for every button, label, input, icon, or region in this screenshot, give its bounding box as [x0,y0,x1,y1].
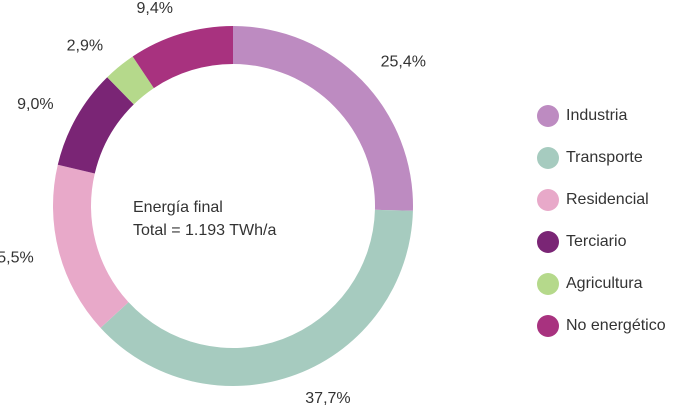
legend-swatch [537,147,559,169]
slice [107,56,154,105]
slice [52,164,129,328]
legend-swatch [537,105,559,127]
legend-label: Industria [566,107,627,124]
legend-label: Transporte [566,149,643,166]
legend-label: Agricultura [566,275,643,292]
value-label: 9,0% [17,96,53,113]
slice [132,26,233,89]
legend-swatch [537,189,559,211]
legend-swatch [537,315,559,337]
center-label: Energía final [133,199,223,216]
legend-swatch [537,231,559,253]
value-label: 2,9% [67,37,103,54]
center-label: Total = 1.193 TWh/a [133,222,276,239]
legend-swatch [537,273,559,295]
value-label: 9,4% [137,0,173,17]
slice [233,26,413,211]
slice [100,209,413,387]
slice [57,77,134,174]
value-label: 15,5% [0,249,34,266]
value-label: 25,4% [381,54,426,71]
legend-label: No energético [566,317,666,334]
legend-label: Terciario [566,233,627,250]
value-label: 37,7% [305,390,350,407]
legend-label: Residencial [566,191,649,208]
